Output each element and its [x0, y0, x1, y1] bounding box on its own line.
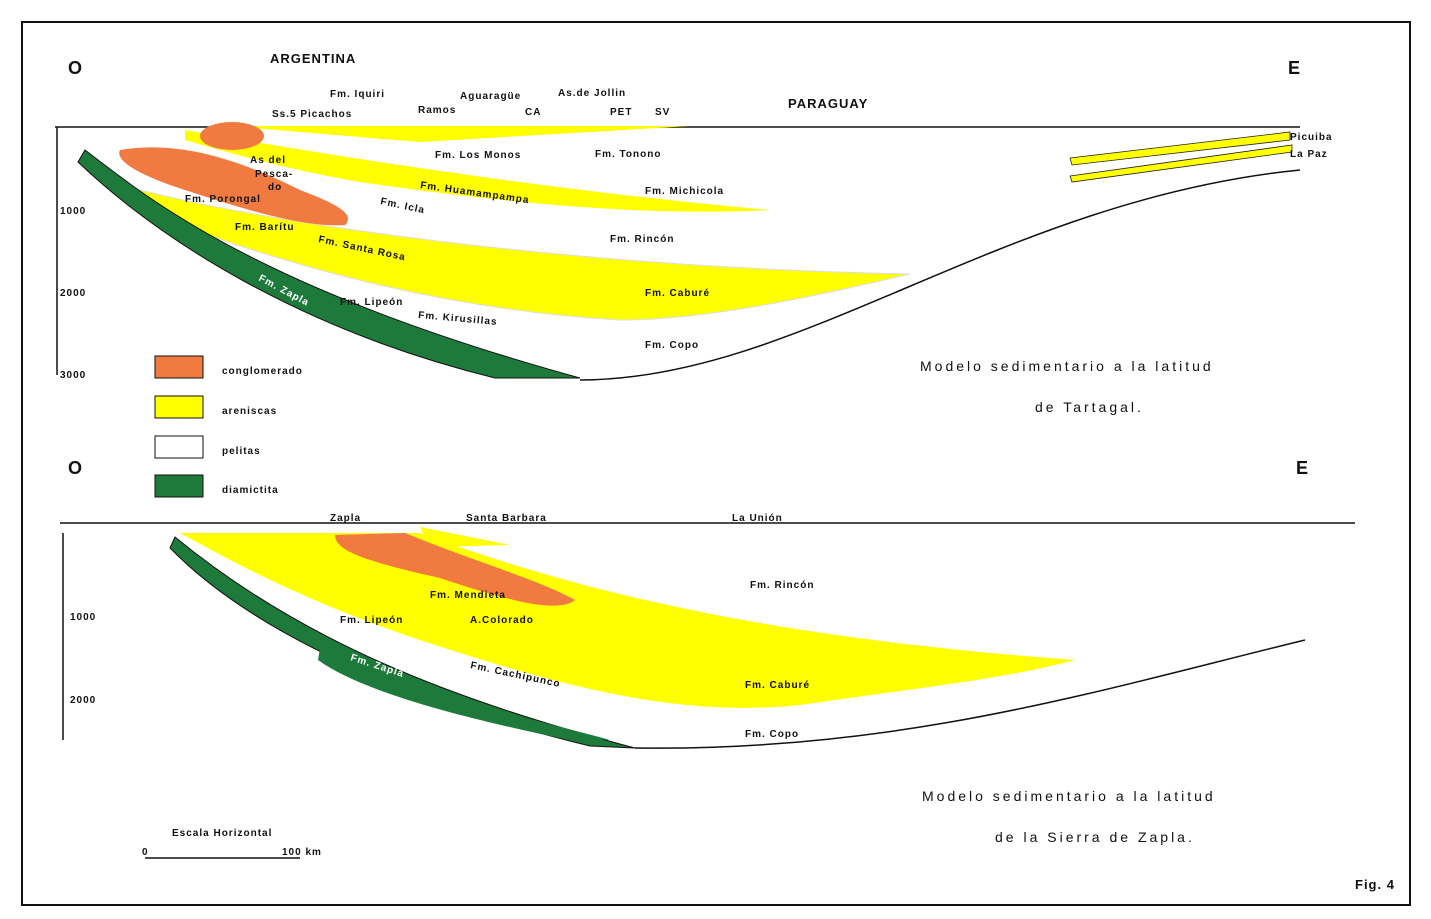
- depth-label: 2000: [60, 288, 86, 299]
- unit-label: La Paz: [1290, 149, 1328, 160]
- unit-label: Fm. Mendieta: [430, 590, 506, 601]
- unit-label: CA: [525, 107, 541, 118]
- legend-label: diamictita: [222, 485, 279, 496]
- unit-label: Picuiba: [1290, 132, 1333, 143]
- unit-label: Fm. Michicola: [645, 186, 724, 197]
- top-section: O E ARGENTINA PARAGUAY Fm. Iquiri Ss.5 P…: [55, 51, 1333, 415]
- sandstone-body: [1069, 131, 1293, 183]
- figure-number: Fig. 4: [1355, 877, 1395, 892]
- base-line: [579, 169, 1301, 381]
- diamictite-body: [169, 536, 636, 749]
- unit-label: Ss.5 Picachos: [272, 109, 352, 120]
- unit-label: Fm. Iquiri: [330, 89, 385, 100]
- sandstone-body: [228, 126, 690, 142]
- east-label: E: [1296, 458, 1308, 478]
- legend: conglomerado areniscas pelitas diamictit…: [154, 355, 303, 498]
- legend-label: areniscas: [222, 406, 277, 417]
- base-line: [634, 639, 1306, 749]
- legend-swatch: [154, 474, 204, 498]
- legend-swatch: [154, 355, 204, 379]
- unit-label: La Unión: [732, 513, 783, 524]
- scale-label: 0: [142, 847, 149, 858]
- unit-label: Fm. Los Monos: [435, 150, 521, 161]
- depth-label: 3000: [60, 370, 86, 381]
- legend-label: conglomerado: [222, 366, 303, 377]
- unit-label: As del: [250, 155, 286, 166]
- unit-label: do: [268, 182, 282, 193]
- section-title: Modelo sedimentario a la latitud: [922, 788, 1216, 804]
- conglomerate-body: [200, 122, 264, 150]
- country-label: ARGENTINA: [270, 51, 356, 66]
- sandstone-body: [420, 527, 510, 547]
- country-label: PARAGUAY: [788, 96, 868, 111]
- unit-label: PET: [610, 107, 632, 118]
- scale-title: Escala Horizontal: [172, 828, 272, 839]
- unit-label: Aguaragüe: [460, 91, 521, 102]
- unit-label: Fm. Lipeón: [340, 615, 403, 626]
- unit-label: Fm. Kirusillas: [418, 310, 498, 328]
- bottom-section: O E Zapla Santa Barbara La Unión Fm. Rin…: [60, 458, 1355, 845]
- unit-label: Fm. Copo: [645, 340, 699, 351]
- legend-swatch: [154, 395, 204, 419]
- unit-label: Fm. Rincón: [750, 580, 814, 591]
- section-title: Modelo sedimentario a la latitud: [920, 358, 1214, 374]
- sandstone-body: [138, 189, 911, 321]
- west-label: O: [68, 458, 82, 478]
- unit-label: Fm. Caburé: [645, 288, 710, 299]
- section-title: de Tartagal.: [1035, 399, 1144, 415]
- unit-label: Fm. Icla: [379, 196, 426, 216]
- conglomerate-body: [335, 533, 575, 606]
- depth-label: 1000: [70, 612, 96, 623]
- unit-label: SV: [655, 107, 670, 118]
- border: [21, 21, 1411, 906]
- sandstone-body: [185, 130, 770, 212]
- unit-label: Pesca-: [255, 169, 293, 180]
- unit-label: Fm. Copo: [745, 729, 799, 740]
- unit-label: Fm. Caburé: [745, 680, 810, 691]
- east-label: E: [1288, 58, 1300, 78]
- unit-label: As.de Jollin: [558, 88, 626, 99]
- unit-label: A.Colorado: [470, 615, 534, 626]
- unit-label: Fm. Tonono: [595, 149, 661, 160]
- depth-label: 2000: [70, 695, 96, 706]
- depth-label: 1000: [60, 206, 86, 217]
- scale-bar: Escala Horizontal 0 100 km: [142, 828, 322, 859]
- unit-label: Zapla: [330, 513, 361, 524]
- unit-label: Fm. Rincón: [610, 234, 674, 245]
- unit-label: Fm. Lipeón: [340, 297, 403, 308]
- conglomerate-body: [119, 147, 348, 226]
- west-label: O: [68, 58, 82, 78]
- legend-label: pelitas: [222, 446, 261, 457]
- unit-label: Fm. Porongal: [185, 194, 261, 205]
- unit-label: Fm. Barítu: [235, 222, 294, 233]
- unit-label: Santa Barbara: [466, 513, 547, 524]
- section-title: de la Sierra de Zapla.: [995, 829, 1195, 845]
- sandstone-body: [180, 533, 1075, 708]
- diamictite-body: [77, 149, 581, 379]
- unit-label: Ramos: [418, 105, 456, 116]
- legend-swatch: [154, 435, 204, 459]
- scale-label: 100 km: [282, 847, 322, 858]
